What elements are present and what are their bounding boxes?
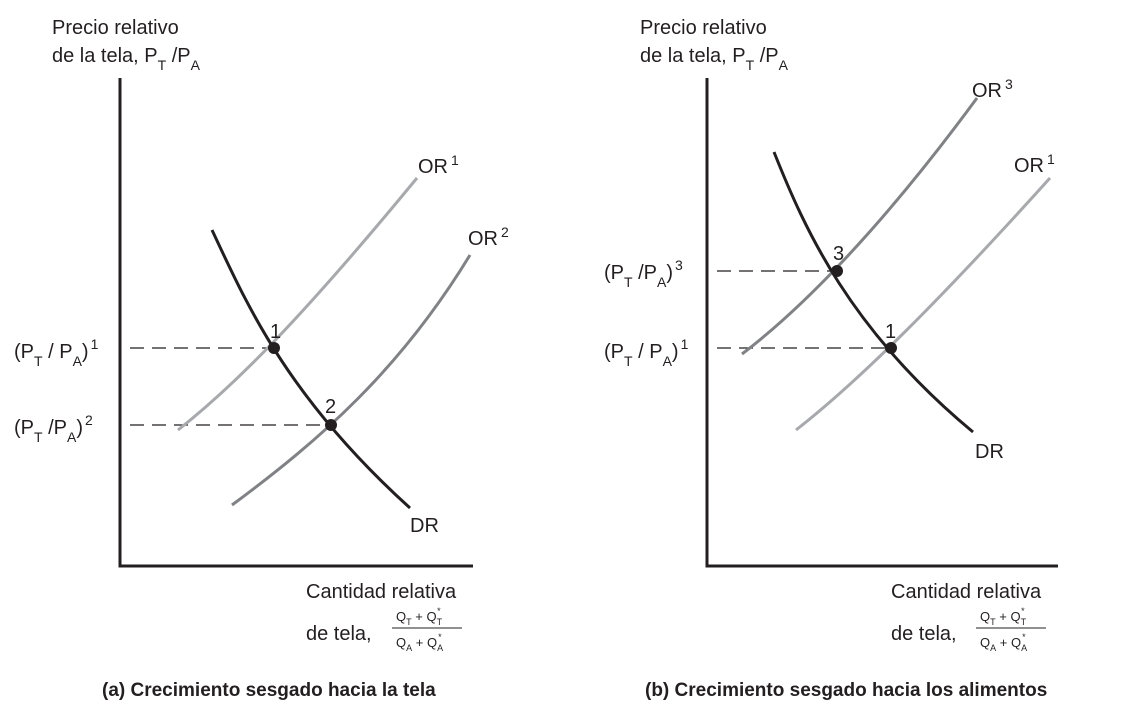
panel-a-fraction-numerator: QT + QT*: [396, 606, 443, 627]
panel-b-x-axis-fraction: QT + QT* QA + QA*: [976, 606, 1046, 653]
panel-a-price2-label: (PT /PA) 2: [14, 412, 93, 445]
panel-b-fraction-numerator: QT + QT*: [980, 606, 1027, 627]
panel-b-point3-label: 3: [833, 243, 844, 265]
panel-b-dr-curve: [772, 151, 974, 434]
panel-a-or2-label: OR 2: [468, 224, 509, 250]
panel-a: Precio relativo de la tela, PT /PA 1 2 O…: [14, 17, 509, 701]
panel-b-price3-label: (PT /PA) 3: [604, 257, 683, 290]
panel-b-equilibrium-point-1: [885, 342, 897, 354]
panel-a-or1-label: OR 1: [418, 152, 459, 178]
panel-a-y-axis-label-line1: Precio relativo: [52, 17, 179, 39]
panel-a-x-axis-label-line1: Cantidad relativa: [306, 581, 457, 603]
panel-b-or3-label: OR 3: [972, 76, 1013, 102]
panel-b: Precio relativo de la tela, PT /PA 3 1 O…: [604, 17, 1058, 701]
panel-b-x-axis-label-line1: Cantidad relativa: [891, 581, 1042, 603]
panel-b-or1-curve: [795, 176, 1052, 432]
panel-a-x-axis-fraction: QT + QT* QA + QA*: [392, 606, 462, 653]
panel-b-dr-label: DR: [975, 441, 1004, 463]
panel-a-or1-curve: [177, 177, 419, 432]
panel-a-y-axis-label-line2: de la tela, PT /PA: [52, 45, 201, 73]
panel-b-fraction-denominator: QA + QA*: [980, 632, 1027, 653]
panel-b-or3-curve: [741, 97, 979, 356]
panel-b-y-axis-label-line2: de la tela, PT /PA: [640, 45, 789, 73]
panel-a-caption: (a) Crecimiento sesgado hacia la tela: [102, 680, 436, 701]
panel-b-y-axis-label-line1: Precio relativo: [640, 17, 767, 39]
panel-a-equilibrium-point-2: [325, 419, 337, 431]
panel-a-dr-curve: [210, 229, 412, 510]
panel-b-point1-label: 1: [885, 321, 896, 343]
panel-a-equilibrium-point-1: [268, 342, 280, 354]
panel-b-price1-label: (PT / PA) 1: [604, 336, 689, 369]
panel-a-point2-label: 2: [325, 396, 336, 418]
panel-a-or2-curve: [231, 254, 472, 507]
panel-a-dr-label: DR: [410, 515, 439, 537]
panel-b-caption: (b) Crecimiento sesgado hacia los alimen…: [645, 680, 1047, 701]
panel-b-axes: [705, 78, 1058, 568]
panel-a-fraction-denominator: QA + QA*: [396, 632, 443, 653]
panel-a-price1-label: (PT / PA) 1: [14, 336, 99, 369]
panel-a-point1-label: 1: [270, 321, 281, 343]
panel-b-x-axis-label-line2: de tela,: [891, 623, 957, 645]
panel-b-or1-label: OR 1: [1014, 151, 1055, 177]
panel-a-x-axis-label-line2: de tela,: [306, 623, 372, 645]
panel-a-axes: [118, 78, 473, 568]
panel-b-equilibrium-point-3: [831, 265, 843, 277]
